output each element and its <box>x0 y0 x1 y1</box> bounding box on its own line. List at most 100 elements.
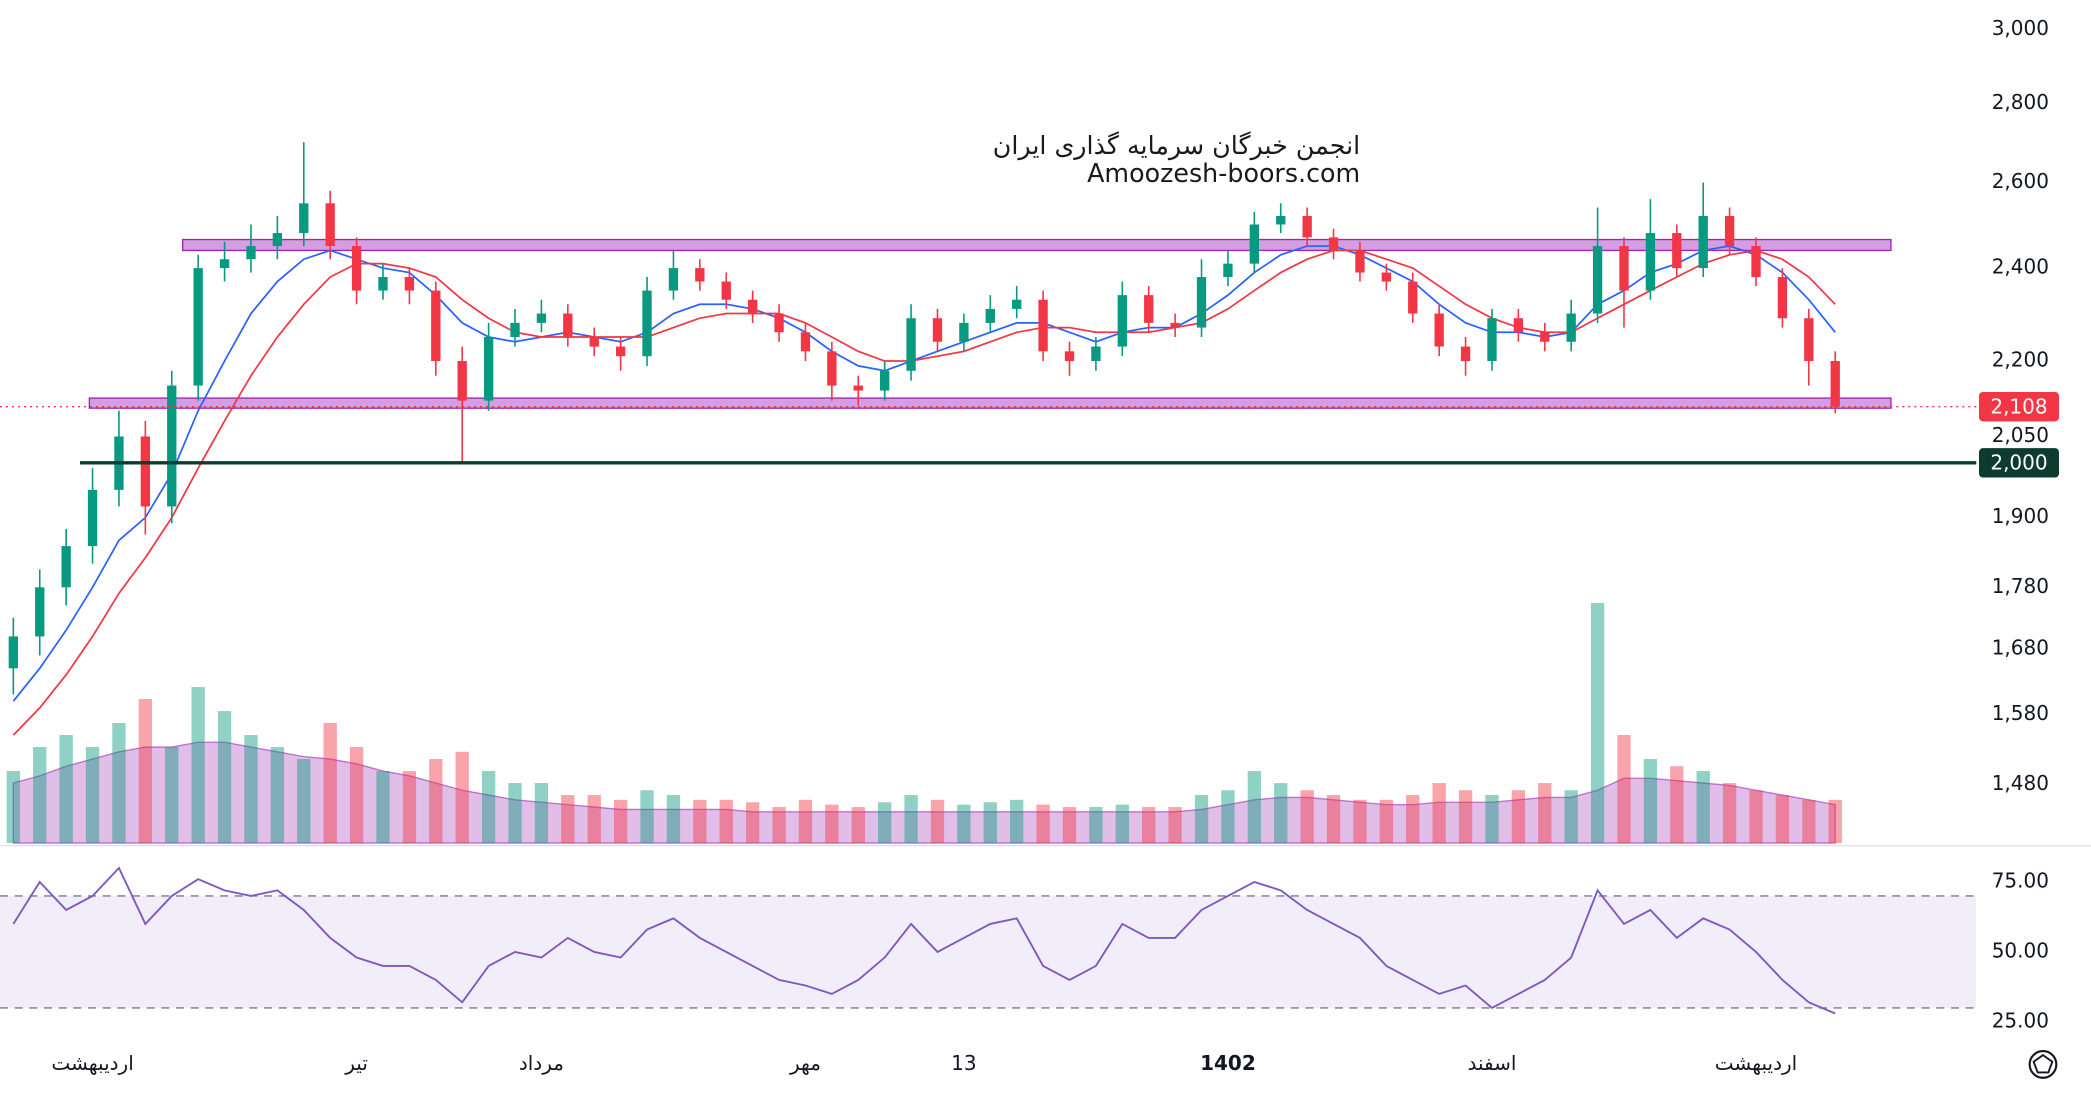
candle-body <box>351 246 362 291</box>
volume-bar <box>85 747 100 844</box>
x-tick-label: مرداد <box>519 1051 564 1075</box>
y-tick-label: 2,200 <box>1992 348 2049 372</box>
volume-bar <box>429 759 443 844</box>
candle-body <box>1540 332 1550 342</box>
candle-body <box>1698 215 1708 269</box>
candle-body <box>668 268 679 291</box>
candle-body <box>1144 295 1154 323</box>
candle-body <box>246 246 256 260</box>
volume-bar <box>6 771 21 844</box>
volume-bar <box>745 802 760 844</box>
candle-body <box>1117 295 1127 347</box>
volume-bar <box>1300 790 1314 844</box>
candle-body <box>1566 313 1576 342</box>
candle-body <box>483 337 494 401</box>
candle-body <box>932 318 943 342</box>
y-tick-label: 1,680 <box>1992 636 2049 660</box>
candle-body <box>87 489 98 547</box>
y-tick-label: 1,780 <box>1992 574 2049 598</box>
candle-body <box>167 385 177 507</box>
candle-body <box>589 337 599 347</box>
volume-bar <box>402 771 417 844</box>
volume-bar <box>666 795 681 844</box>
candle-body <box>1355 250 1365 273</box>
volume-bar <box>1247 771 1262 844</box>
y-tick-label: 75.00 <box>1992 868 2049 892</box>
candle-body <box>985 308 995 323</box>
y-tick-label: 50.00 <box>1992 938 2049 962</box>
volume-bar <box>1749 790 1763 844</box>
candle-body <box>615 346 626 357</box>
candle-body <box>747 299 758 314</box>
volume-bar <box>1089 807 1103 844</box>
volume-bar <box>930 799 945 844</box>
volume-bar <box>1511 790 1526 844</box>
volume-bar <box>1194 795 1209 844</box>
volume-bar <box>165 747 179 844</box>
volume-bar <box>1564 790 1578 844</box>
volume-bar <box>349 747 364 844</box>
candle-body <box>378 277 388 291</box>
volume-bar <box>1142 807 1156 844</box>
candle-body <box>457 361 467 401</box>
volume-bar <box>244 735 258 844</box>
candle-body <box>800 332 811 352</box>
candle-body <box>1196 277 1207 328</box>
volume-bar <box>587 795 601 844</box>
candle-body <box>8 636 19 669</box>
x-tick-label: 1402 <box>1200 1051 1256 1075</box>
candle-body <box>536 313 547 323</box>
candle-body <box>1619 246 1629 291</box>
volume-bar <box>508 783 522 844</box>
volume-bar <box>534 783 549 844</box>
candle-body <box>695 268 705 282</box>
volume-bar <box>1458 790 1473 844</box>
price-badge <box>1978 448 2059 478</box>
candle-body <box>1487 318 1497 362</box>
candle-body <box>774 313 784 333</box>
x-tick-label: مهر <box>789 1051 821 1075</box>
candle-body <box>1777 277 1788 319</box>
volume-bar <box>1802 799 1816 844</box>
candle-body <box>1302 215 1312 238</box>
candle-body <box>906 318 916 371</box>
y-tick-label: 2,800 <box>1992 90 2049 114</box>
volume-bar <box>640 790 654 844</box>
price-badge-label: 2,108 <box>1990 394 2047 418</box>
volume-bar <box>376 771 390 844</box>
volume-bar <box>1406 795 1420 844</box>
candle-body <box>1804 318 1814 362</box>
candle-body <box>1012 299 1022 309</box>
volume-bar <box>191 687 205 844</box>
volume-bar <box>1696 771 1710 844</box>
volume-bar <box>798 799 813 844</box>
volume-bar <box>1221 790 1235 844</box>
candle-body <box>1724 215 1735 247</box>
y-tick-label: 2,400 <box>1992 255 2049 279</box>
volume-bar <box>112 723 126 844</box>
volume-bar <box>1775 795 1790 844</box>
volume-bar <box>297 759 311 844</box>
volume-bar <box>138 699 153 844</box>
volume-bar <box>59 735 73 844</box>
candle-body <box>1408 281 1418 314</box>
y-tick-label: 2,600 <box>1992 169 2049 193</box>
volume-bar <box>455 751 469 844</box>
logo[interactable] <box>2028 1050 2058 1079</box>
zone <box>88 397 1892 409</box>
candle-body <box>1170 322 1180 328</box>
moving-average <box>12 249 1836 736</box>
volume-bar <box>323 723 337 844</box>
candle-body <box>1645 233 1656 291</box>
moving-average <box>12 245 1836 702</box>
candle-body <box>510 322 520 338</box>
rsi-line <box>12 866 1836 1015</box>
zone <box>182 238 1892 252</box>
candle-body <box>1381 272 1392 282</box>
candle-body <box>563 313 573 338</box>
volume-bar <box>904 795 918 844</box>
volume-bar <box>825 804 839 844</box>
y-tick-label: 1,580 <box>1992 701 2049 725</box>
